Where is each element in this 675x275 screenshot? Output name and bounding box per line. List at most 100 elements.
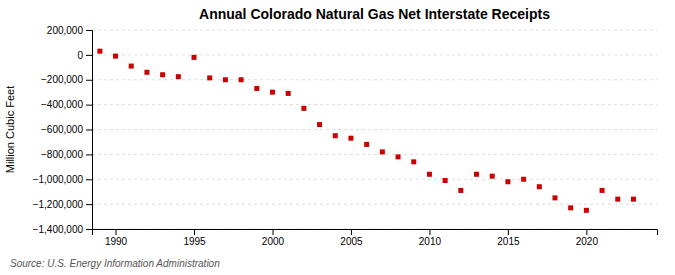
x-tick-mark bbox=[272, 229, 273, 235]
point bbox=[113, 54, 118, 59]
point bbox=[537, 184, 542, 189]
point bbox=[552, 195, 557, 200]
y-tick-mark bbox=[86, 105, 92, 106]
y-tick-label: −400,000 bbox=[41, 99, 83, 110]
grid-line bbox=[92, 154, 657, 155]
y-tick-label: 0 bbox=[77, 50, 83, 61]
y-tick: −600,000 bbox=[41, 124, 92, 135]
point bbox=[631, 197, 636, 202]
y-tick-label: −200,000 bbox=[41, 74, 83, 85]
y-tick-label: −1,000,000 bbox=[33, 174, 84, 185]
point bbox=[129, 64, 134, 69]
point bbox=[490, 174, 495, 179]
point bbox=[600, 188, 605, 193]
point bbox=[474, 172, 479, 177]
y-tick-mark bbox=[86, 179, 92, 180]
point bbox=[301, 106, 306, 111]
y-tick-mark bbox=[86, 204, 92, 205]
point bbox=[348, 136, 353, 141]
x-axis-line bbox=[93, 230, 658, 236]
x-tick-mark bbox=[508, 229, 509, 235]
point bbox=[380, 149, 385, 154]
grid-line bbox=[92, 30, 657, 31]
y-tick-label: −1,200,000 bbox=[33, 199, 84, 210]
point bbox=[286, 91, 291, 96]
x-tick: 1995 bbox=[183, 229, 206, 247]
point bbox=[144, 70, 149, 75]
point bbox=[505, 179, 510, 184]
x-tick: 2000 bbox=[262, 229, 285, 247]
y-tick: −200,000 bbox=[41, 74, 92, 85]
y-tick-mark bbox=[86, 229, 92, 230]
y-tick: 0 bbox=[77, 50, 92, 61]
point bbox=[207, 75, 212, 80]
x-tick: 2010 bbox=[419, 229, 442, 247]
y-tick-mark bbox=[86, 130, 92, 131]
y-axis-line bbox=[86, 31, 93, 230]
y-tick: 200,000 bbox=[47, 25, 92, 36]
y-axis-title: Million Cubic Feet bbox=[4, 86, 16, 173]
point bbox=[176, 74, 181, 79]
point bbox=[192, 55, 197, 60]
x-tick: 2020 bbox=[576, 229, 599, 247]
y-tick-mark bbox=[86, 154, 92, 155]
grid-line bbox=[92, 79, 657, 80]
point bbox=[411, 159, 416, 164]
grid-line bbox=[92, 54, 657, 55]
point bbox=[615, 197, 620, 202]
x-tick-label: 1990 bbox=[105, 236, 128, 247]
y-tick-label: −1,400,000 bbox=[33, 224, 84, 235]
grid-line bbox=[92, 104, 657, 105]
y-tick: −1,200,000 bbox=[33, 199, 92, 210]
x-tick-mark bbox=[351, 229, 352, 235]
point bbox=[223, 77, 228, 82]
y-axis: 200,000 0 −200,000 −400,000 −600,000 −800,000… bbox=[33, 25, 93, 235]
point bbox=[427, 172, 432, 177]
y-tick-label: 200,000 bbox=[47, 25, 84, 36]
x-tick-label: 2000 bbox=[262, 236, 285, 247]
y-tick-label: −800,000 bbox=[41, 149, 83, 160]
title: Annual Colorado Natural Gas Net Intersta… bbox=[199, 6, 550, 22]
grid bbox=[92, 30, 657, 229]
y-tick-mark bbox=[86, 80, 92, 81]
x-tick-mark bbox=[116, 229, 117, 235]
point bbox=[239, 77, 244, 82]
grid-line bbox=[92, 129, 657, 130]
point bbox=[317, 122, 322, 127]
x-tick: 1990 bbox=[105, 229, 128, 247]
point bbox=[396, 154, 401, 159]
grid-line bbox=[92, 204, 657, 205]
x-tick-label: 2020 bbox=[576, 236, 599, 247]
plot: 1990 1995 2000 2005 2010 2015 2020 200,000 0 −200… bbox=[33, 25, 658, 247]
point bbox=[333, 133, 338, 138]
y-tick-mark bbox=[86, 30, 92, 31]
y-tick: −800,000 bbox=[41, 149, 92, 160]
x-tick-mark bbox=[586, 229, 587, 235]
source: Source: U.S. Energy Information Administ… bbox=[10, 258, 220, 269]
points bbox=[97, 49, 636, 213]
y-tick: −1,000,000 bbox=[33, 174, 92, 185]
point bbox=[584, 208, 589, 213]
point bbox=[97, 49, 102, 54]
chart: 1990 1995 2000 2005 2010 2015 2020 200,000 0 −200… bbox=[0, 0, 675, 275]
x-tick-label: 2015 bbox=[497, 236, 520, 247]
point bbox=[160, 72, 165, 77]
x-tick-label: 2010 bbox=[419, 236, 442, 247]
x-tick-mark bbox=[194, 229, 195, 235]
point bbox=[270, 90, 275, 95]
y-tick: −1,400,000 bbox=[33, 224, 92, 235]
point bbox=[443, 178, 448, 183]
y-tick-label: −600,000 bbox=[41, 124, 83, 135]
y-tick-mark bbox=[86, 55, 92, 56]
x-tick-mark bbox=[429, 229, 430, 235]
point bbox=[458, 188, 463, 193]
point bbox=[521, 177, 526, 182]
point bbox=[364, 142, 369, 147]
x-tick-label: 1995 bbox=[183, 236, 206, 247]
grid-line bbox=[92, 179, 657, 180]
y-tick: −400,000 bbox=[41, 99, 92, 110]
x-axis: 1990 1995 2000 2005 2010 2015 2020 bbox=[93, 229, 658, 247]
x-tick: 2015 bbox=[497, 229, 520, 247]
point bbox=[568, 205, 573, 210]
x-tick-label: 2005 bbox=[340, 236, 363, 247]
